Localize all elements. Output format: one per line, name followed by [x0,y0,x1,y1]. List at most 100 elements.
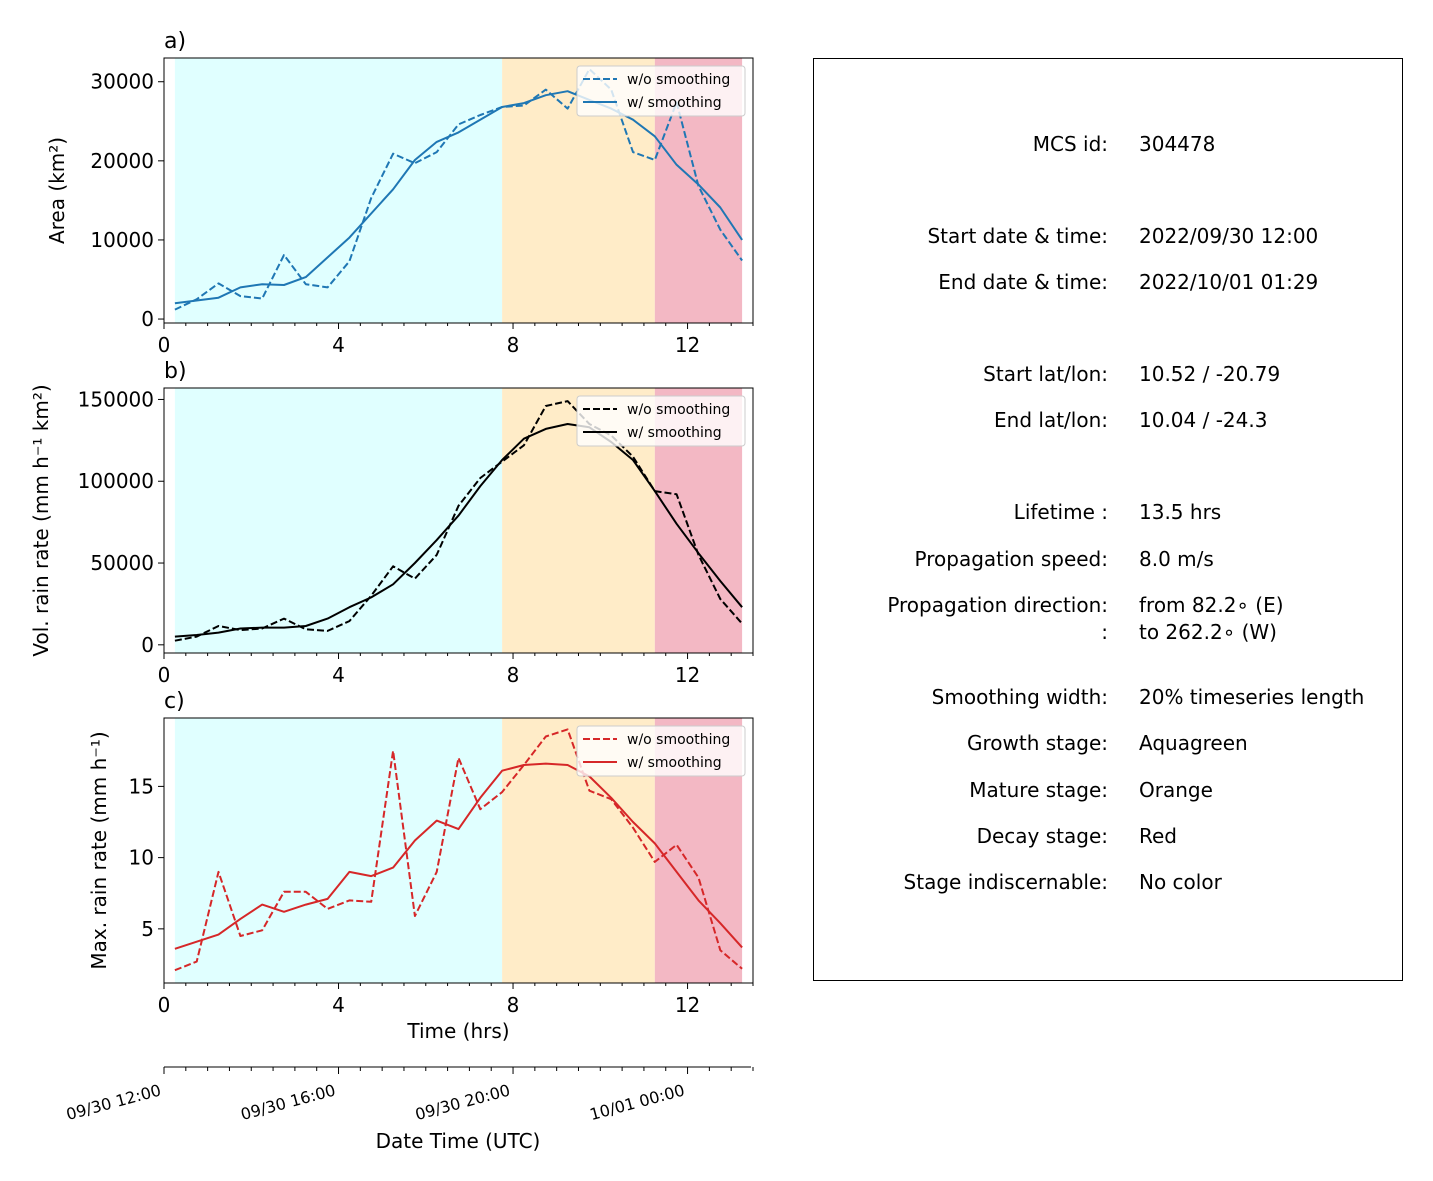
series-line-raw [174,728,743,972]
y-axis-label: Vol. rain rate (mm h⁻¹ km²) [29,384,53,656]
y-tick-label: 100000 [78,469,154,493]
x-tick-label: 4 [332,663,345,687]
info-label: Growth stage: [966,731,1108,755]
x-tick-label: 8 [507,993,520,1017]
legend-label: w/o smoothing [627,732,730,748]
mcs-info-panel: MCS id: 304478 Start date & time: 2022/0… [813,58,1403,981]
panel-label: a) [164,29,186,54]
legend-label: w/o smoothing [627,402,730,418]
panel-label: c) [164,689,185,714]
panel-vol-rain-rate: 0 50000 100000 150000 0 4 8 12 b) Vol. rain rate … [29,359,754,687]
x-tick-label: 4 [332,993,345,1017]
info-row-prop-dir-from: Propagation direction: from 82.2∘ (E) [814,593,1404,619]
info-value: 2022/09/30 12:00 [1139,224,1319,248]
series-line-smoothed [174,90,743,305]
info-label: : [1101,620,1108,644]
info-row-start-time: Start date & time: 2022/09/30 12:00 [814,224,1404,250]
info-value: 10.52 / -20.79 [1139,362,1281,386]
stage-band-growth [174,388,503,653]
info-row-growth: Growth stage: Aquagreen [814,731,1404,757]
legend-label: w/ smoothing [627,755,722,771]
info-label: Decay stage: [976,824,1108,848]
info-label: Stage indiscernable: [903,870,1108,894]
info-row-prop-speed: Propagation speed: 8.0 m/s [814,547,1404,573]
info-label: Lifetime : [1013,500,1108,524]
panel-max-rain-rate: 5 10 15 0 4 8 12 c) Max. rain rate (mm h⁻¹) w/o s… [87,689,754,1043]
x-tick-label: 8 [507,663,520,687]
info-value: 304478 [1139,132,1216,156]
legend-box [576,65,746,117]
y-tick-label: 50000 [90,551,154,575]
y-tick-label: 0 [141,307,154,331]
info-value: 13.5 hrs [1139,500,1222,524]
legend-label: w/o smoothing [627,72,730,88]
x-tick-label: 12 [675,663,700,687]
x-axis-label: Time (hrs) [406,1019,509,1043]
series-line-smoothed [174,762,743,950]
info-label: End date & time: [938,270,1108,294]
info-label: Smoothing width: [931,685,1108,709]
stage-band-growth [174,58,503,323]
axes-frame [163,387,754,654]
y-axis-label: Max. rain rate (mm h⁻¹) [87,731,111,969]
info-row-mcs-id: MCS id: 304478 [814,132,1404,158]
y-tick-label: 10000 [90,228,154,252]
info-row-end-time: End date & time: 2022/10/01 01:29 [814,270,1404,296]
panel-area: 0 10000 20000 30000 0 4 8 12 a) Area (km²) w/o smo… [45,29,754,357]
y-axis-label: Area (km²) [45,137,69,244]
x-tick-label: 8 [507,333,520,357]
panel-label: b) [164,359,187,384]
x-tick-label: 12 [675,993,700,1017]
legend-box [576,395,746,447]
info-row-decay: Decay stage: Red [814,824,1404,850]
info-label: Propagation speed: [914,547,1108,571]
info-value: 10.04 / -24.3 [1139,408,1268,432]
y-tick-label: 150000 [78,387,154,411]
x-tick-label: 4 [332,333,345,357]
info-value: to 262.2∘ (W) [1139,620,1277,644]
info-label: MCS id: [1032,132,1108,156]
legend-label: w/ smoothing [627,95,722,111]
series-line-smoothed [174,423,743,638]
y-tick-label: 20000 [90,149,154,173]
axes-frame [163,57,754,324]
info-value: Red [1139,824,1177,848]
y-tick-label: 0 [141,633,154,657]
y-tick-label: 30000 [90,70,154,94]
y-tick-label: 15 [129,774,154,798]
info-label: Start date & time: [927,224,1108,248]
info-row-prop-dir-to: : to 262.2∘ (W) [814,620,1404,646]
info-value: from 82.2∘ (E) [1139,593,1284,617]
datetime-tick-label: 10/01 00:00 [588,1081,687,1125]
datetime-tick-label: 09/30 20:00 [413,1081,512,1125]
datetime-tick-label: 09/30 16:00 [239,1081,338,1125]
x-tick-label: 12 [675,333,700,357]
info-value: 2022/10/01 01:29 [1139,270,1319,294]
info-label: Start lat/lon: [983,362,1108,386]
info-label: Mature stage: [969,778,1108,802]
info-value: Orange [1139,778,1213,802]
info-value: No color [1139,870,1222,894]
stage-band-growth [174,718,503,983]
info-row-end-latlon: End lat/lon: 10.04 / -24.3 [814,408,1404,434]
datetime-axis: 09/30 12:00 09/30 16:00 09/30 20:00 10/01 0… [64,1066,754,1153]
x-tick-label: 0 [158,663,171,687]
info-row-smoothing: Smoothing width: 20% timeseries length [814,685,1404,711]
info-label: Propagation direction: [887,593,1108,617]
info-value: 20% timeseries length [1139,685,1365,709]
axes-frame [163,717,754,984]
y-tick-label: 5 [141,917,154,941]
y-tick-label: 10 [129,846,154,870]
datetime-tick-label: 09/30 12:00 [64,1081,163,1125]
info-row-lifetime: Lifetime : 13.5 hrs [814,500,1404,526]
info-row-start-latlon: Start lat/lon: 10.52 / -20.79 [814,362,1404,388]
legend-label: w/ smoothing [627,425,722,441]
legend-box [576,725,746,777]
x-tick-label: 0 [158,993,171,1017]
info-value: 8.0 m/s [1139,547,1214,571]
info-row-indiscernable: Stage indiscernable: No color [814,870,1404,896]
info-label: End lat/lon: [994,408,1108,432]
x-tick-label: 0 [158,333,171,357]
info-value: Aquagreen [1139,731,1248,755]
